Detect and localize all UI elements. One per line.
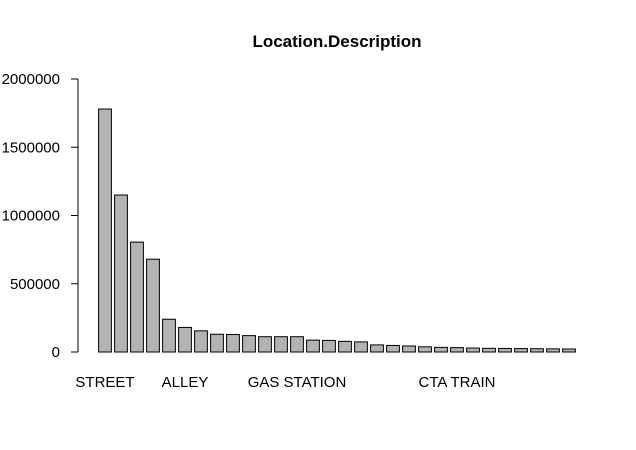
y-axis: 0 500000 1000000 1500000 2000000 — [2, 71, 79, 361]
bar — [402, 345, 416, 353]
bar — [338, 340, 352, 353]
bar — [290, 336, 304, 353]
bar — [466, 347, 480, 353]
bar — [162, 318, 176, 353]
bar — [130, 241, 144, 353]
bar — [546, 348, 560, 353]
x-axis-labels: STREET ALLEY GAS STATION CTA TRAIN — [75, 374, 495, 391]
bar — [114, 194, 128, 353]
y-tick-label: 1500000 — [2, 139, 60, 156]
bar — [514, 348, 528, 353]
bar — [210, 333, 224, 353]
bar — [354, 341, 368, 353]
bar — [258, 336, 272, 353]
bar — [98, 108, 112, 353]
y-tick-label: 0 — [52, 344, 60, 361]
bar — [482, 347, 496, 353]
bar — [242, 335, 256, 353]
y-tick-label: 2000000 — [2, 71, 60, 88]
bar — [146, 258, 160, 353]
bar — [386, 344, 400, 353]
bar — [194, 330, 208, 353]
bar — [498, 347, 512, 353]
bar — [562, 348, 576, 353]
bar — [418, 346, 432, 353]
bar — [530, 348, 544, 353]
bar — [178, 326, 192, 353]
chart-title: Location.Description — [252, 32, 421, 51]
x-category-label: GAS STATION — [248, 374, 347, 391]
bar — [434, 346, 448, 353]
x-category-label: CTA TRAIN — [419, 374, 496, 391]
y-tick-label: 1000000 — [2, 208, 60, 225]
bars — [98, 108, 576, 353]
bar — [370, 344, 384, 353]
bar — [450, 347, 464, 353]
x-category-label: ALLEY — [162, 374, 209, 391]
bar — [322, 339, 336, 353]
x-category-label: STREET — [75, 374, 134, 391]
bar — [274, 336, 288, 353]
bar — [306, 339, 320, 353]
y-tick-label: 500000 — [10, 276, 60, 293]
bar — [226, 334, 240, 353]
